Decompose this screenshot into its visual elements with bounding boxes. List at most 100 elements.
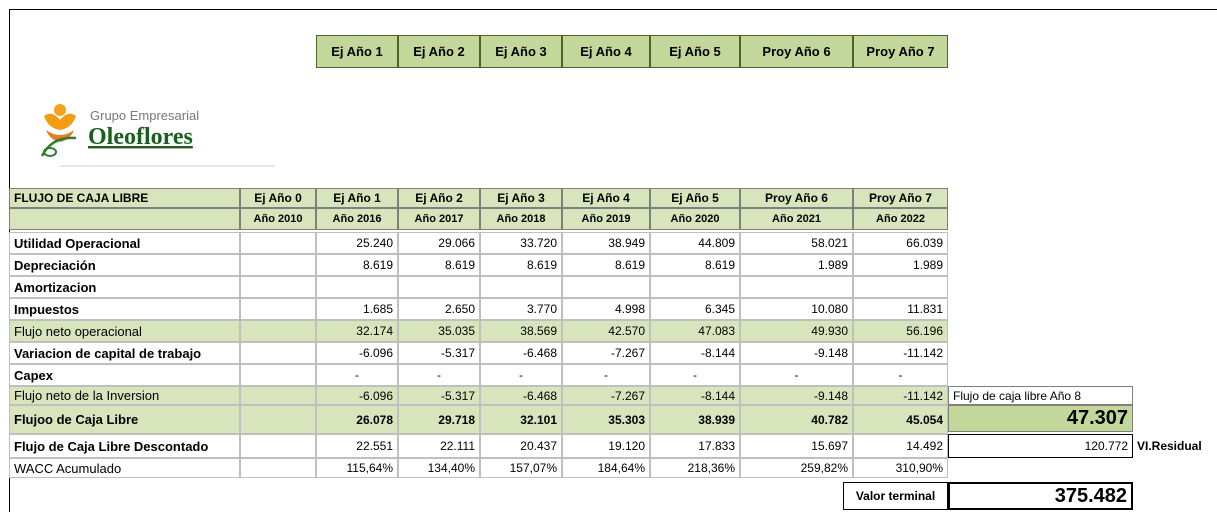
period-header: Proy Año 6: [740, 188, 853, 208]
logo-icon: [40, 104, 77, 157]
value-cell: 35.035: [398, 320, 480, 342]
value-cell: 310,90%: [853, 458, 948, 478]
value-cell: [853, 276, 948, 298]
row-label: Variacion de capital de trabajo: [9, 342, 240, 364]
row-label: Flujo neto operacional: [9, 320, 240, 342]
value-cell: -: [650, 364, 740, 386]
value-cell: -9.148: [740, 342, 853, 364]
residual-label: VI.Residual: [1137, 439, 1202, 453]
value-cell: -6.468: [480, 342, 562, 364]
row-label: Impuestos: [9, 298, 240, 320]
terminal-value: 375.482: [948, 482, 1133, 510]
logo-subtitle: Grupo Empresarial: [90, 108, 199, 123]
value-cell: -8.144: [650, 386, 740, 405]
value-cell: -9.148: [740, 386, 853, 405]
row-label: Capex: [9, 364, 240, 386]
value-cell: 38.569: [480, 320, 562, 342]
value-cell: 22.111: [398, 434, 480, 458]
value-cell: 42.570: [562, 320, 650, 342]
value-cell: 44.809: [650, 232, 740, 254]
value-cell: 8.619: [316, 254, 398, 276]
value-cell: [480, 276, 562, 298]
side-value: 47.307: [948, 405, 1133, 432]
value-cell: 33.720: [480, 232, 562, 254]
value-cell: 35.303: [562, 405, 650, 434]
value-cell: 184,64%: [562, 458, 650, 478]
row-label: Utilidad Operacional: [9, 232, 240, 254]
value-cell: [650, 276, 740, 298]
value-cell: [240, 386, 316, 405]
value-cell: [240, 320, 316, 342]
row-label: Flujo de Caja Libre Descontado: [9, 434, 240, 458]
year-header: Año 2019: [562, 208, 650, 230]
value-cell: 8.619: [398, 254, 480, 276]
year-header: Año 2017: [398, 208, 480, 230]
year-header: Año 2020: [650, 208, 740, 230]
value-cell: 115,64%: [316, 458, 398, 478]
year-header: Año 2018: [480, 208, 562, 230]
value-cell: -: [562, 364, 650, 386]
top-header-cell: Ej Año 3: [480, 35, 562, 68]
value-cell: 66.039: [853, 232, 948, 254]
value-cell: 218,36%: [650, 458, 740, 478]
value-cell: 14.492: [853, 434, 948, 458]
value-cell: -7.267: [562, 342, 650, 364]
terminal-label: Valor terminal: [843, 482, 948, 510]
side-label: Flujo de caja libre Año 8: [948, 386, 1133, 405]
row-label: Flujo neto de la Inversion: [9, 386, 240, 405]
value-cell: 157,07%: [480, 458, 562, 478]
value-cell: 40.782: [740, 405, 853, 434]
period-header: Ej Año 1: [316, 188, 398, 208]
value-cell: 17.833: [650, 434, 740, 458]
top-header-cell: Ej Año 2: [398, 35, 480, 68]
value-cell: [240, 434, 316, 458]
value-cell: -5.317: [398, 342, 480, 364]
row-label: WACC Acumulado: [9, 458, 240, 478]
value-cell: 11.831: [853, 298, 948, 320]
value-cell: [240, 405, 316, 434]
value-cell: 6.345: [650, 298, 740, 320]
value-cell: 45.054: [853, 405, 948, 434]
value-cell: [740, 276, 853, 298]
period-header: Proy Año 7: [853, 188, 948, 208]
period-header: Ej Año 3: [480, 188, 562, 208]
value-cell: 29.718: [398, 405, 480, 434]
value-cell: -6.468: [480, 386, 562, 405]
value-cell: -: [480, 364, 562, 386]
top-header-cell: Proy Año 7: [853, 35, 948, 68]
value-cell: -: [853, 364, 948, 386]
value-cell: -: [316, 364, 398, 386]
value-cell: 25.240: [316, 232, 398, 254]
value-cell: -5.317: [398, 386, 480, 405]
logo-title: Oleoflores: [88, 124, 193, 150]
period-header: Ej Año 4: [562, 188, 650, 208]
value-cell: 29.066: [398, 232, 480, 254]
year-header: Año 2016: [316, 208, 398, 230]
value-cell: [240, 232, 316, 254]
value-cell: 47.083: [650, 320, 740, 342]
value-cell: -8.144: [650, 342, 740, 364]
period-header: Ej Año 2: [398, 188, 480, 208]
year-header: Año 2010: [240, 208, 316, 230]
table-title-blank: [9, 208, 240, 230]
period-header: Ej Año 0: [240, 188, 316, 208]
value-cell: 19.120: [562, 434, 650, 458]
value-cell: -6.096: [316, 342, 398, 364]
row-label: Flujoo de Caja Libre: [9, 405, 240, 434]
value-cell: [562, 276, 650, 298]
value-cell: [240, 276, 316, 298]
value-cell: 1.685: [316, 298, 398, 320]
value-cell: 22.551: [316, 434, 398, 458]
value-cell: -6.096: [316, 386, 398, 405]
top-header-cell: Proy Año 6: [740, 35, 853, 68]
value-cell: 259,82%: [740, 458, 853, 478]
value-cell: [240, 458, 316, 478]
value-cell: 15.697: [740, 434, 853, 458]
value-cell: 8.619: [562, 254, 650, 276]
value-cell: 49.930: [740, 320, 853, 342]
value-cell: 56.196: [853, 320, 948, 342]
table-title: FLUJO DE CAJA LIBRE: [9, 188, 240, 208]
row-label: Amortizacion: [9, 276, 240, 298]
value-cell: -7.267: [562, 386, 650, 405]
value-cell: [240, 254, 316, 276]
